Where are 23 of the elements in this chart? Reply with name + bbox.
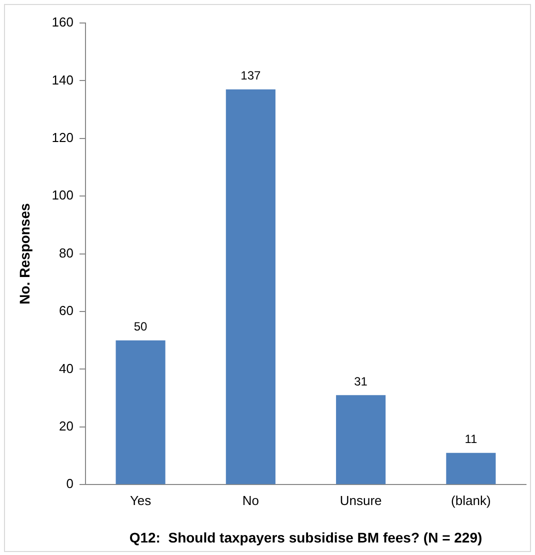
x-tick-label: (blank) [451, 492, 491, 508]
bar [116, 340, 166, 484]
y-tick-label: 120 [52, 130, 74, 145]
y-tick-label: 0 [66, 476, 74, 492]
x-axis-title: Q12: Should taxpayers subsidise BM fees? (N = 229) [129, 529, 482, 546]
y-tick-label: 100 [52, 188, 74, 203]
bar [336, 395, 386, 484]
bar [226, 89, 276, 484]
data-label: 137 [240, 68, 262, 83]
y-tick-label: 60 [59, 303, 74, 318]
data-label: 11 [464, 432, 478, 446]
y-tick-label: 160 [52, 14, 74, 30]
x-tick-label: Yes [130, 492, 152, 508]
bar [446, 452, 496, 484]
y-tick-label: 40 [59, 360, 74, 376]
y-tick-label: 80 [59, 245, 74, 260]
x-tick-label: No [242, 492, 259, 508]
y-tick-label: 140 [52, 72, 74, 88]
x-tick-label: Unsure [340, 492, 382, 508]
y-tick-label: 20 [59, 418, 74, 434]
y-axis-title: No. Responses [16, 203, 32, 304]
data-label: 50 [134, 320, 148, 334]
data-label: 31 [354, 374, 368, 388]
